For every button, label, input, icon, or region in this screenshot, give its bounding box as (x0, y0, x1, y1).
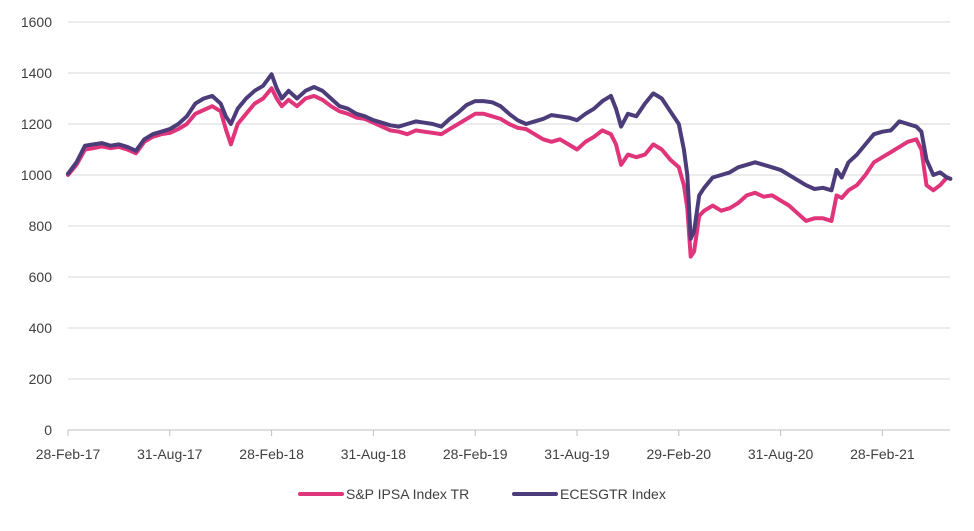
y-tick-label: 0 (44, 422, 52, 438)
legend-label: S&P IPSA Index TR (346, 486, 469, 502)
y-tick-label: 200 (29, 371, 53, 387)
y-tick-label: 1400 (21, 65, 52, 81)
x-tick-label: 28-Feb-18 (239, 446, 304, 462)
series-line-sp-ipsa (66, 86, 953, 259)
x-tick-label: 31-Aug-20 (748, 446, 814, 462)
x-tick-label: 31-Aug-18 (341, 446, 407, 462)
x-tick-label: 31-Aug-19 (544, 446, 610, 462)
y-tick-label: 600 (29, 269, 53, 285)
y-tick-label: 1600 (21, 14, 52, 30)
axes: 0 200 400 600 800 1000 1200 1400 1600 28-Feb-17 31… (21, 14, 950, 462)
y-tick-label: 1000 (21, 167, 52, 183)
x-tick-label: 28-Feb-19 (443, 446, 508, 462)
x-tick-label: 28-Feb-17 (36, 446, 101, 462)
legend-label: ECESGTR Index (560, 486, 666, 502)
y-tick-label: 1200 (21, 116, 52, 132)
x-tick-label: 31-Aug-17 (137, 446, 203, 462)
y-tick-label: 400 (29, 320, 53, 336)
gridlines (68, 21, 950, 380)
x-tick-label: 28-Feb-21 (850, 446, 915, 462)
x-tick-label: 29-Feb-20 (647, 446, 712, 462)
y-tick-label: 800 (29, 218, 53, 234)
legend: S&P IPSA Index TR ECESGTR Index (298, 486, 666, 502)
series-line-ecesgtr (66, 72, 953, 241)
series-lines (66, 72, 953, 259)
